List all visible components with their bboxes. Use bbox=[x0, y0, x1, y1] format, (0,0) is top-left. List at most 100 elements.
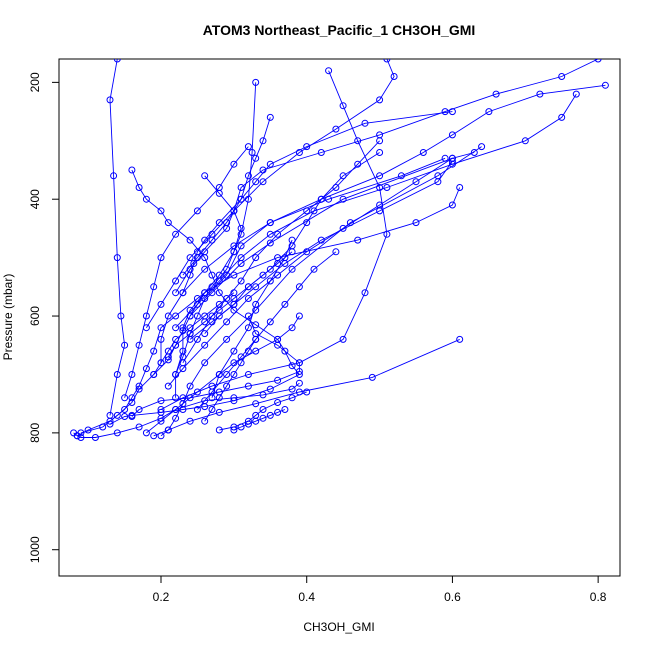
y-tick-label: 1000 bbox=[28, 536, 42, 563]
data-point bbox=[128, 371, 136, 378]
data-point bbox=[332, 184, 340, 191]
data-point bbox=[478, 143, 486, 151]
series-line bbox=[182, 117, 271, 276]
data-point bbox=[193, 388, 201, 396]
plot-frame bbox=[58, 58, 621, 577]
data-point bbox=[361, 119, 369, 127]
data-point bbox=[448, 108, 456, 116]
data-point bbox=[223, 295, 231, 302]
data-point bbox=[208, 312, 216, 320]
data-point bbox=[390, 73, 398, 80]
data-point bbox=[259, 178, 267, 186]
series-line bbox=[175, 93, 577, 329]
data-point bbox=[172, 414, 180, 422]
data-point bbox=[354, 137, 362, 145]
data-point bbox=[441, 154, 449, 162]
data-point bbox=[223, 371, 231, 378]
data-point bbox=[339, 102, 347, 110]
data-point bbox=[193, 406, 201, 413]
series-15 bbox=[179, 113, 274, 279]
data-point bbox=[135, 184, 143, 191]
y-axis-label: Pressure (mbar) bbox=[1, 274, 15, 361]
data-point bbox=[244, 295, 252, 302]
data-point bbox=[303, 388, 311, 396]
data-point bbox=[492, 90, 500, 98]
data-point bbox=[332, 248, 340, 256]
data-point bbox=[230, 289, 238, 297]
data-point bbox=[252, 154, 260, 162]
series-line bbox=[197, 251, 337, 410]
data-point bbox=[157, 207, 165, 215]
data-point bbox=[244, 371, 252, 378]
data-point bbox=[121, 341, 129, 349]
data-point bbox=[164, 219, 172, 227]
data-point bbox=[208, 271, 216, 279]
data-point bbox=[113, 254, 121, 262]
data-point bbox=[237, 423, 245, 431]
series-line bbox=[175, 59, 599, 293]
data-point bbox=[376, 137, 384, 145]
data-point bbox=[252, 321, 260, 329]
data-point bbox=[572, 90, 580, 98]
series-line bbox=[80, 152, 475, 434]
data-point bbox=[179, 271, 187, 279]
data-point bbox=[186, 324, 194, 332]
data-point bbox=[244, 172, 252, 180]
series-29 bbox=[230, 406, 289, 434]
data-point bbox=[106, 96, 114, 104]
data-point bbox=[186, 417, 194, 425]
data-point bbox=[91, 434, 99, 441]
data-point bbox=[215, 289, 223, 297]
data-point bbox=[186, 382, 194, 390]
data-point bbox=[164, 312, 172, 320]
data-point bbox=[150, 347, 158, 355]
data-point bbox=[223, 382, 231, 390]
data-point bbox=[303, 143, 311, 151]
data-point bbox=[113, 371, 121, 378]
data-point bbox=[303, 248, 311, 256]
data-point bbox=[266, 277, 274, 285]
data-point bbox=[201, 289, 209, 297]
data-point bbox=[376, 96, 384, 104]
data-point bbox=[215, 219, 223, 227]
data-point bbox=[215, 371, 223, 378]
data-point bbox=[99, 423, 107, 431]
data-point bbox=[274, 271, 282, 279]
data-point bbox=[252, 417, 260, 425]
data-point bbox=[383, 184, 391, 191]
data-point bbox=[339, 224, 347, 232]
data-point bbox=[237, 184, 245, 191]
data-point bbox=[383, 230, 391, 238]
data-point bbox=[244, 312, 252, 320]
data-point bbox=[201, 330, 209, 338]
data-point bbox=[244, 347, 252, 355]
data-point bbox=[332, 125, 340, 133]
y-axis: 200 400 600 800 1000 bbox=[28, 72, 60, 563]
x-tick-label: 0.4 bbox=[298, 590, 315, 604]
data-marks bbox=[70, 59, 609, 441]
series-line bbox=[146, 315, 300, 434]
data-point bbox=[208, 388, 216, 396]
data-point bbox=[259, 137, 267, 145]
data-point bbox=[274, 335, 282, 343]
data-point bbox=[412, 178, 420, 186]
data-point bbox=[230, 426, 238, 434]
series-21 bbox=[186, 157, 456, 343]
data-point bbox=[288, 236, 296, 244]
x-tick-label: 0.6 bbox=[444, 590, 461, 604]
data-point bbox=[113, 411, 121, 419]
data-point bbox=[157, 359, 165, 367]
series-line bbox=[211, 239, 293, 398]
data-point bbox=[113, 429, 121, 437]
y-tick-label: 600 bbox=[28, 306, 42, 326]
data-point bbox=[237, 359, 245, 367]
data-point bbox=[601, 81, 609, 89]
data-point bbox=[142, 365, 150, 373]
data-point bbox=[558, 73, 566, 80]
data-point bbox=[339, 335, 347, 343]
data-point bbox=[448, 157, 456, 165]
data-point bbox=[201, 265, 209, 273]
data-point bbox=[215, 394, 223, 402]
data-point bbox=[244, 420, 252, 428]
series-16 bbox=[186, 78, 260, 320]
